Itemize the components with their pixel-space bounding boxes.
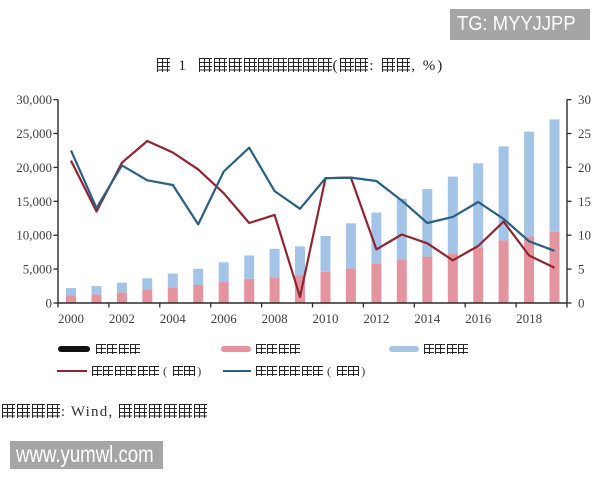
svg-text:25,000: 25,000 — [16, 126, 52, 141]
svg-text:5: 5 — [578, 262, 585, 277]
svg-text:2018: 2018 — [516, 311, 542, 326]
svg-text:25: 25 — [578, 126, 591, 141]
svg-text:2002: 2002 — [109, 311, 135, 326]
svg-text:20,000: 20,000 — [16, 160, 52, 175]
svg-text:15,000: 15,000 — [16, 194, 52, 209]
svg-text:0: 0 — [46, 296, 53, 311]
svg-text:2004: 2004 — [160, 311, 187, 326]
svg-text:2014: 2014 — [414, 311, 441, 326]
svg-text:30: 30 — [578, 92, 591, 107]
svg-text:20: 20 — [578, 160, 591, 175]
svg-text:2012: 2012 — [363, 311, 389, 326]
svg-text:2008: 2008 — [262, 311, 288, 326]
svg-text:2006: 2006 — [211, 311, 238, 326]
svg-text:15: 15 — [578, 194, 591, 209]
svg-text:2000: 2000 — [58, 311, 84, 326]
svg-text:2010: 2010 — [313, 311, 339, 326]
svg-text:10: 10 — [578, 228, 591, 243]
svg-text:10,000: 10,000 — [16, 228, 52, 243]
svg-text:2016: 2016 — [465, 311, 492, 326]
svg-text:30,000: 30,000 — [16, 92, 52, 107]
svg-text:5,000: 5,000 — [23, 262, 52, 277]
svg-text:0: 0 — [578, 296, 585, 311]
